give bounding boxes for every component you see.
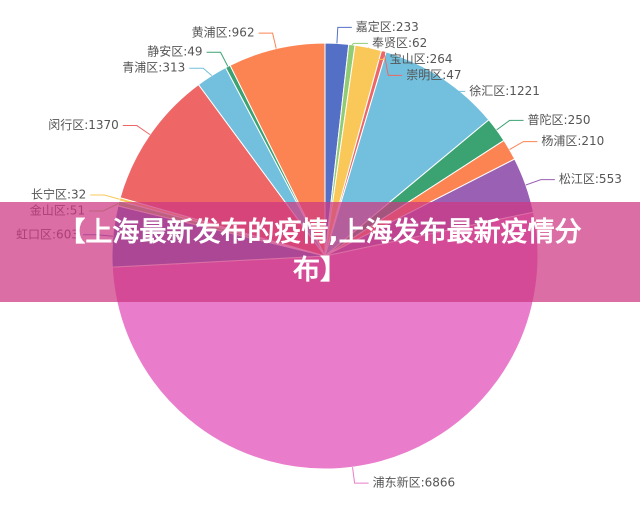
leader-line <box>496 119 524 131</box>
data-label: 普陀区:250 <box>528 112 591 127</box>
leader-line <box>442 78 466 92</box>
data-label: 崇明区:47 <box>406 68 461 82</box>
leader-line <box>206 51 229 67</box>
leader-line <box>525 179 555 186</box>
leader-line <box>351 42 368 46</box>
banner: 【上海最新发布的疫情,上海发布最新疫情分布】 <box>0 202 640 302</box>
data-label: 杨浦区:210 <box>541 133 604 148</box>
leader-line <box>509 141 538 151</box>
data-label: 徐汇区:1221 <box>469 83 540 98</box>
leader-line <box>90 194 120 200</box>
data-label: 嘉定区:233 <box>356 19 419 34</box>
leader-line <box>336 26 352 44</box>
data-label: 浦东新区:6866 <box>373 475 456 490</box>
leader-line <box>258 32 277 49</box>
data-label: 闵行区:1370 <box>48 117 119 132</box>
data-label: 静安区:49 <box>147 44 202 59</box>
leader-line <box>189 67 213 76</box>
leader-line <box>383 51 403 76</box>
data-label: 青浦区:313 <box>122 61 185 75</box>
data-label: 宝山区:264 <box>390 52 453 66</box>
data-label: 长宁区:32 <box>31 187 86 202</box>
data-label: 奉贤区:62 <box>372 36 427 50</box>
banner-title: 【上海最新发布的疫情,上海发布最新疫情分布】 <box>58 217 582 286</box>
leader-line <box>352 467 369 484</box>
data-label: 黄浦区:962 <box>192 26 255 40</box>
leader-line <box>122 125 151 136</box>
data-label: 松江区:553 <box>559 172 622 186</box>
leader-line <box>367 47 386 60</box>
